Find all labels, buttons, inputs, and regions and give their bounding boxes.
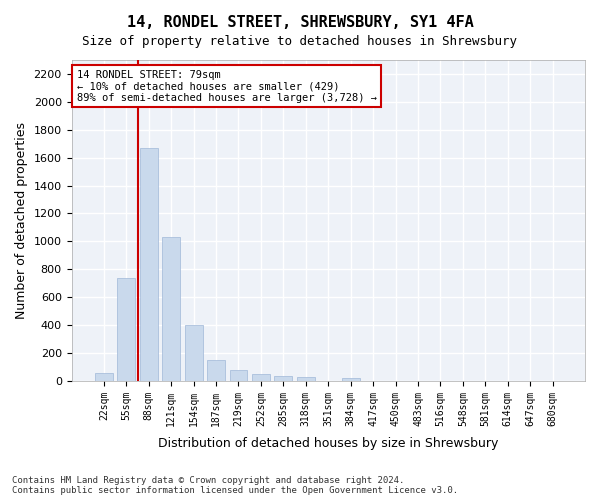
Bar <box>207 360 225 381</box>
Bar <box>118 278 135 381</box>
Bar <box>140 148 158 381</box>
Bar <box>185 325 203 381</box>
Y-axis label: Number of detached properties: Number of detached properties <box>15 122 28 319</box>
Text: Contains HM Land Registry data © Crown copyright and database right 2024.
Contai: Contains HM Land Registry data © Crown c… <box>12 476 458 495</box>
Text: Size of property relative to detached houses in Shrewsbury: Size of property relative to detached ho… <box>83 35 517 48</box>
Bar <box>162 237 180 381</box>
Text: 14, RONDEL STREET, SHREWSBURY, SY1 4FA: 14, RONDEL STREET, SHREWSBURY, SY1 4FA <box>127 15 473 30</box>
Bar <box>274 376 292 381</box>
X-axis label: Distribution of detached houses by size in Shrewsbury: Distribution of detached houses by size … <box>158 437 499 450</box>
Bar <box>252 374 270 381</box>
Bar <box>230 370 247 381</box>
Bar <box>95 373 113 381</box>
Text: 14 RONDEL STREET: 79sqm
← 10% of detached houses are smaller (429)
89% of semi-d: 14 RONDEL STREET: 79sqm ← 10% of detache… <box>77 70 377 103</box>
Bar <box>342 378 359 381</box>
Bar <box>297 377 315 381</box>
